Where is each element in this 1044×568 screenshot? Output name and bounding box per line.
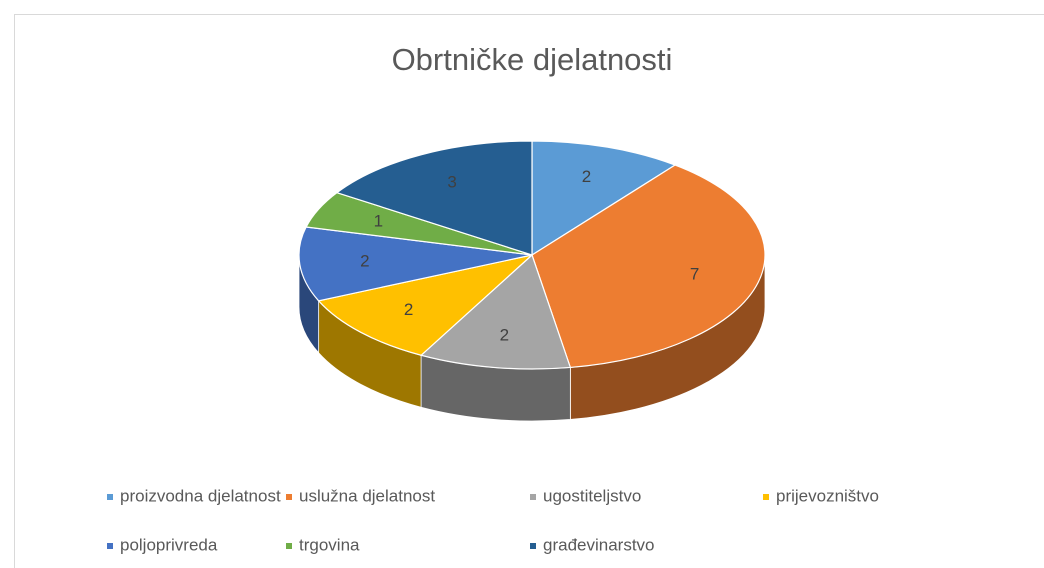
data-label: 2 [360,251,369,270]
pie-slice [419,253,572,370]
pie-slice [531,140,677,257]
legend-label: trgovina [299,535,360,554]
legend-marker [107,543,113,549]
legend-label: poljoprivreda [120,535,218,554]
pie-slice [317,253,535,356]
legend-label: uslužna djelatnost [299,486,435,505]
legend-marker [107,494,113,500]
legend-label: građevinarstvo [543,535,655,554]
pie-slice [531,164,766,369]
data-label: 2 [404,300,413,319]
data-label: 1 [374,212,383,231]
pie-slice [298,226,533,302]
data-label: 3 [447,172,456,191]
data-label: 2 [582,167,591,186]
legend-marker [286,543,292,549]
legend-marker [763,494,769,500]
legend-marker [286,494,292,500]
legend-label: ugostiteljstvo [543,486,641,505]
chart-title: Obrtničke djelatnosti [392,42,673,77]
legend-marker [530,494,536,500]
legend-marker [530,543,536,549]
pie-slice [335,140,533,256]
data-label: 7 [690,265,699,284]
legend-label: proizvodna djelatnost [120,486,281,505]
legend-label: prijevozništvo [776,486,879,505]
data-label: 2 [500,325,509,344]
